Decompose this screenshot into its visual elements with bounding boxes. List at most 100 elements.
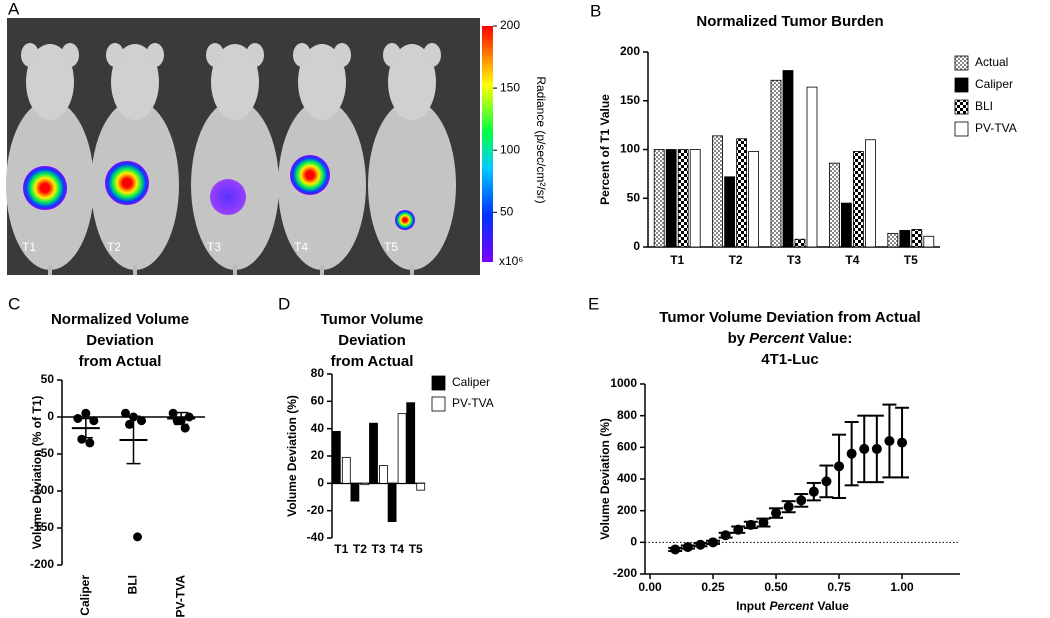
data-point [184, 412, 194, 422]
bar [794, 238, 806, 248]
x-tick-label: T4 [390, 542, 404, 556]
y-tick-label: 600 [617, 440, 637, 454]
bar [416, 482, 426, 491]
chart-title: Normalized Tumor Burden [696, 13, 883, 30]
bar [379, 465, 388, 484]
y-tick-label: 0 [630, 535, 637, 549]
y-tick-label: 0 [47, 409, 54, 423]
y-tick-label: -200 [613, 566, 637, 580]
legend-swatch [954, 55, 969, 71]
colorbar-tick-label: 200 [500, 18, 520, 32]
bar [748, 151, 759, 248]
bar [712, 135, 723, 248]
signal-blob [210, 179, 246, 215]
mouse-ear [246, 43, 264, 67]
panel-label: B [590, 1, 601, 20]
legend-label: PV-TVA [452, 396, 494, 410]
y-tick-label: 800 [617, 408, 637, 422]
colorbar-tick-label: 50 [500, 204, 514, 218]
data-point [720, 530, 731, 541]
bar [387, 482, 397, 523]
data-point [670, 544, 681, 555]
mouse-label: T3 [207, 240, 221, 254]
y-tick-label: -150 [30, 520, 54, 534]
mouse-ear [61, 43, 79, 67]
x-tick-label: T2 [353, 542, 367, 556]
error-bar [78, 417, 93, 439]
mouse-label: T4 [294, 240, 308, 254]
colorbar [482, 26, 493, 262]
y-tick-label: 40 [311, 421, 325, 435]
y-tick-label: 50 [41, 372, 55, 386]
colorbar-label: Radiance (p/sec/cm²/sr) [534, 76, 548, 203]
mouse-tail [48, 265, 52, 275]
bar [677, 149, 689, 248]
data-point [758, 517, 769, 528]
legend-label: Actual [975, 55, 1008, 69]
chart-title-part: from Actual [331, 353, 414, 370]
mouse-tail [133, 265, 137, 275]
mouse-head [26, 44, 74, 120]
x-tick-label: 1.00 [890, 580, 914, 594]
legend-swatch [431, 375, 446, 391]
x-tick-label: T2 [729, 253, 743, 267]
bar [887, 232, 899, 248]
error-bar [126, 415, 141, 465]
data-point [682, 542, 693, 553]
mouse-ear [146, 43, 164, 67]
data-point [871, 443, 882, 454]
legend-swatch [954, 99, 969, 115]
bar [841, 202, 852, 248]
legend-label: Caliper [975, 77, 1013, 91]
bar [911, 229, 923, 248]
legend-swatch [954, 121, 969, 137]
x-tick-label: T5 [409, 542, 423, 556]
y-tick-label: 200 [617, 503, 637, 517]
y-tick-label: -20 [307, 503, 325, 517]
bar [899, 230, 911, 248]
bar [736, 138, 747, 248]
chart-title: 4T1-Luc [761, 351, 819, 368]
x-tick-label: Caliper [78, 575, 92, 616]
y-tick-label: 150 [620, 93, 640, 107]
x-tick-label: 0.50 [764, 580, 788, 594]
error-bar [174, 411, 189, 426]
mouse-ear [423, 43, 441, 67]
x-axis-label-part: Value [818, 599, 850, 613]
y-tick-label: 200 [620, 44, 640, 58]
y-tick-label: -50 [37, 446, 55, 460]
x-tick-label: T3 [371, 542, 385, 556]
x-tick-label: 0.75 [827, 580, 851, 594]
data-point [859, 443, 870, 454]
mouse-head [298, 44, 346, 120]
y-tick-label: 100 [620, 142, 640, 156]
x-tick-label: PV-TVA [173, 575, 187, 618]
chart-title: Tumor Volume [321, 311, 424, 328]
colorbar-tick-label: 100 [500, 142, 520, 156]
data-point [133, 532, 142, 542]
chart-title-part: Deviation [86, 332, 154, 349]
mouse-tail [233, 265, 237, 275]
mouse-body [368, 100, 456, 270]
x-tick-label: T3 [787, 253, 801, 267]
chart-title-part: Percent [749, 330, 805, 347]
panel-label: C [8, 294, 20, 313]
x-tick-label: 0.00 [638, 580, 662, 594]
chart-title: by Percent Value: [728, 330, 853, 347]
y-tick-label: 0 [633, 239, 640, 253]
bar [829, 162, 840, 248]
data-point [708, 537, 719, 548]
data-point [73, 413, 83, 423]
chart-title-part: Value: [808, 330, 852, 347]
panel-label: D [278, 294, 290, 313]
bar [369, 422, 378, 484]
mouse-tail [320, 265, 324, 275]
bar [350, 482, 360, 502]
chart-title: Tumor Volume Deviation from Actual [659, 309, 920, 326]
y-tick-label: -100 [30, 483, 54, 497]
data-point [897, 437, 908, 448]
data-point [81, 408, 91, 418]
data-point [884, 436, 895, 446]
data-point [85, 438, 95, 448]
